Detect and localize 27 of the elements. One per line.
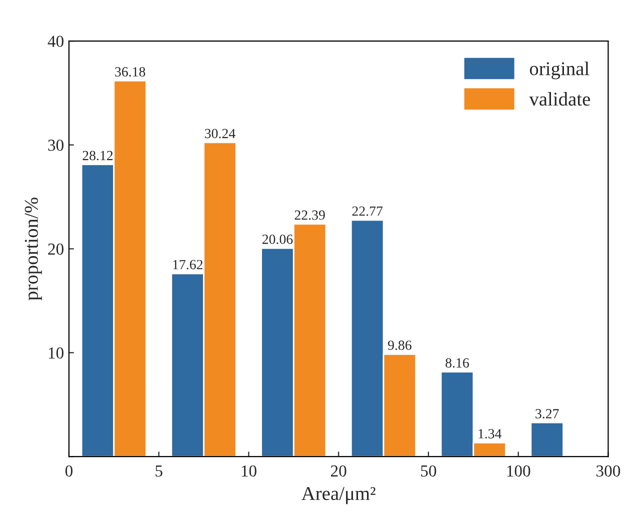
data-label: 17.62 [173,260,202,270]
text: 300 [596,465,620,477]
data-label: 22.77 [352,206,383,216]
data-label: 3.27 [536,409,559,418]
y-tick-label: 30 [48,140,64,151]
data-label: 22.39 [294,210,325,220]
y-tick-label: 20 [48,244,64,255]
data-label: 9.86 [388,340,412,350]
text: 100 [507,465,530,477]
data-label: 28.12 [82,150,113,160]
data-label: 8.16 [446,358,469,368]
data-label: 36.18 [115,67,146,77]
legend-label: original [530,62,590,80]
x-axis-title: Area/μm² [301,487,376,504]
data-label: 1.34 [478,429,502,438]
bar [530,422,564,457]
legend-label: validate [529,92,590,106]
text: 10 [242,465,256,477]
text: 20 [330,465,346,477]
data-label: 20.06 [262,234,293,244]
data-label: 30.24 [204,128,236,138]
y-axis-title: proportion/% [24,198,42,300]
text: 50 [421,465,436,477]
text: 0 [65,465,72,477]
y-tick-label: 40 [48,36,64,47]
text: 5 [156,466,162,477]
y-tick-label: 10 [48,347,64,359]
